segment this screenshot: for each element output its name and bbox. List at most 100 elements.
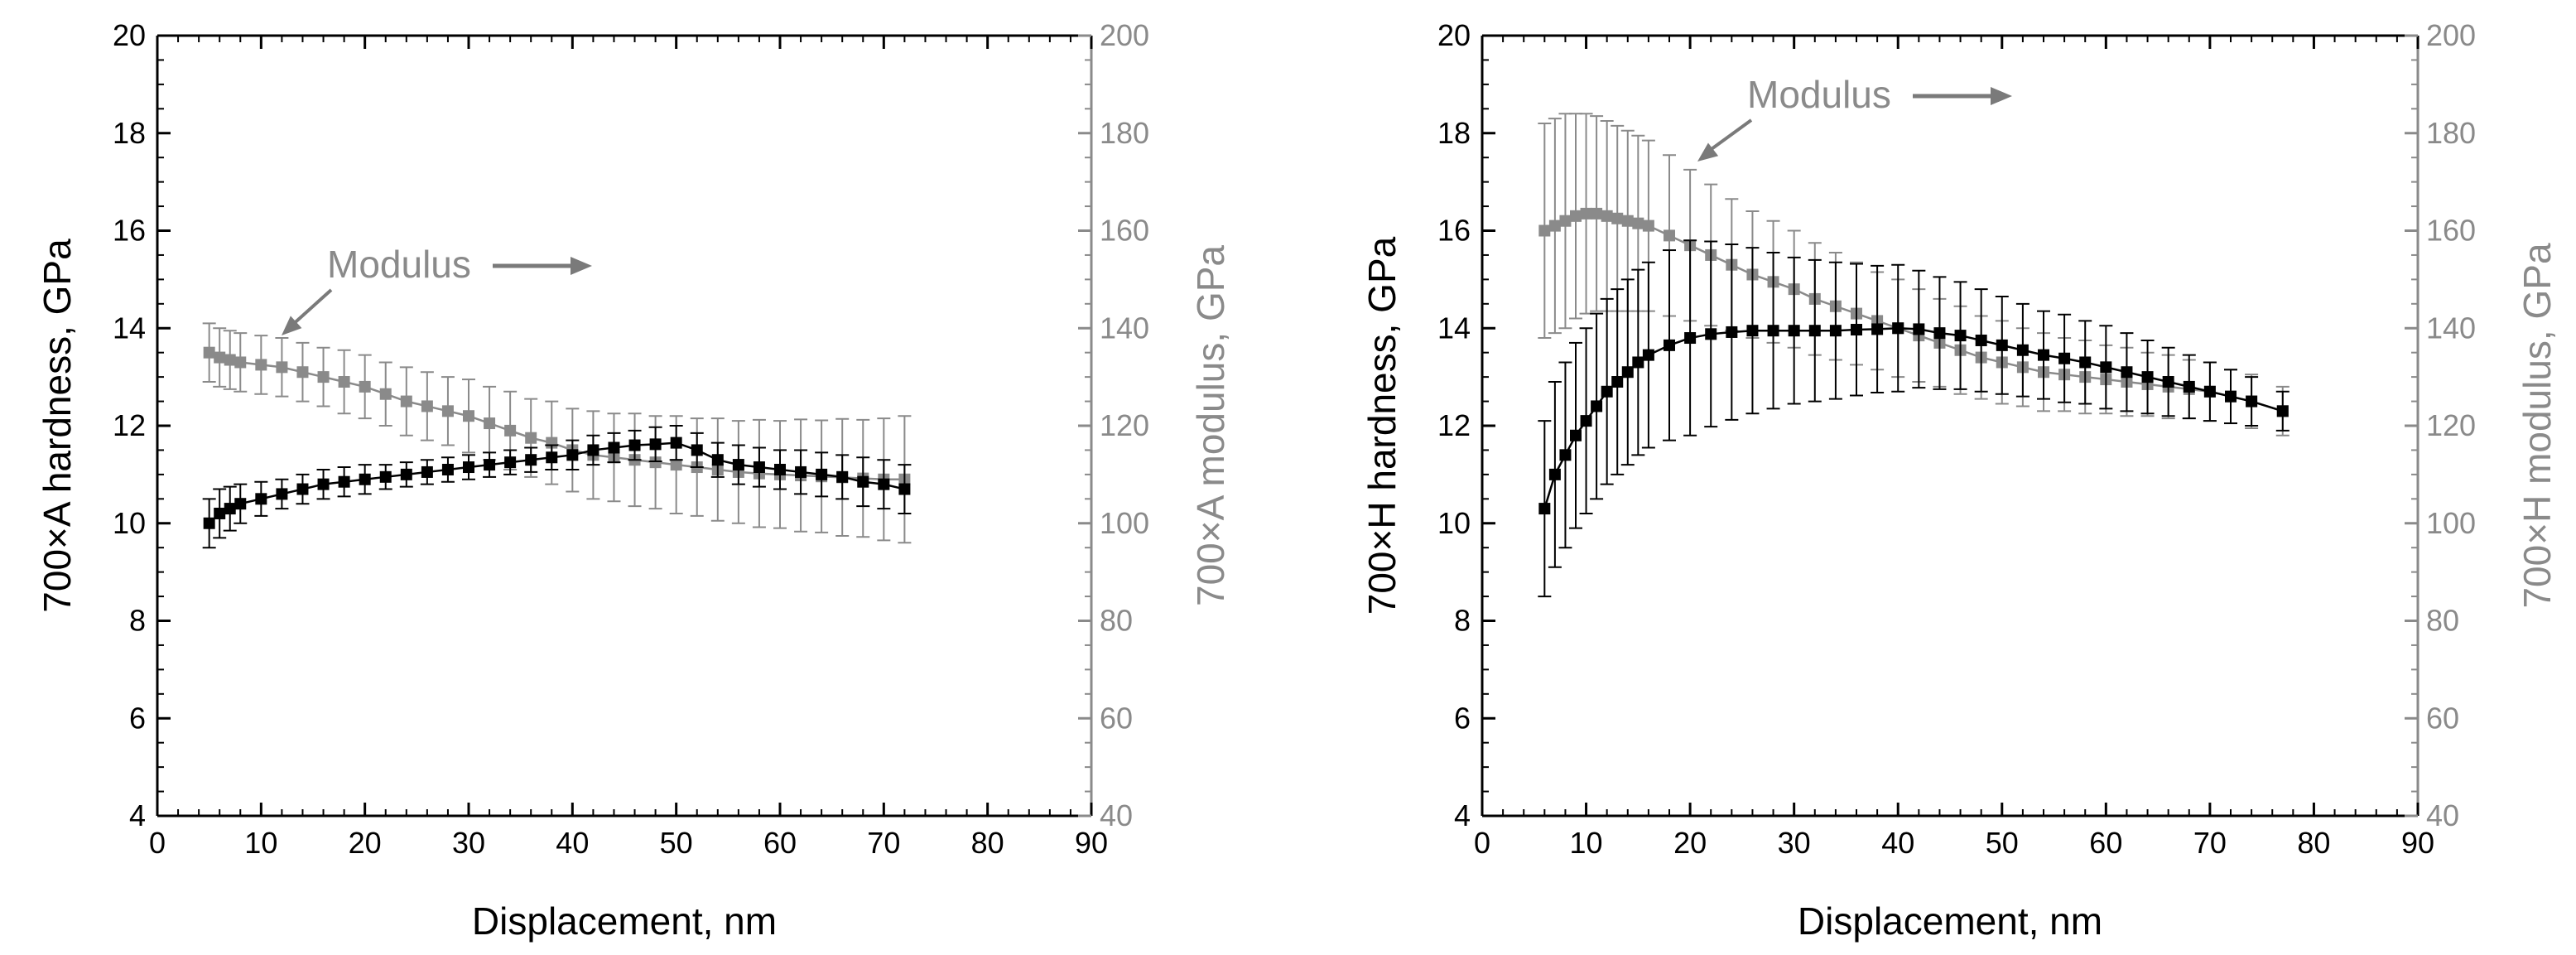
- hardness-point: [795, 465, 807, 478]
- hardness-series: [202, 425, 912, 549]
- hardness-point: [1767, 325, 1779, 337]
- y2-tick-label: 100: [1100, 506, 1149, 540]
- hardness-point: [2225, 390, 2237, 403]
- x-tick-label: 10: [244, 826, 277, 860]
- hardness-point: [255, 493, 267, 505]
- y2-tick-label: 160: [1100, 214, 1149, 248]
- y2-tick-label: 200: [2426, 18, 2476, 52]
- hardness-point: [857, 475, 869, 488]
- y2-tick-label: 180: [1100, 116, 1149, 150]
- y-tick-label: 18: [113, 116, 146, 150]
- hardness-point: [224, 503, 236, 515]
- modulus-point: [525, 432, 537, 444]
- y2-tick-label: 60: [1100, 701, 1133, 735]
- y2-axis-title: 700×H modulus, GPa: [2516, 243, 2559, 609]
- x-tick-label: 0: [149, 826, 166, 860]
- arrow-diagonal-head-icon: [1697, 142, 1719, 162]
- hardness-point: [2100, 361, 2112, 374]
- arrow-diagonal-icon: [1704, 118, 1753, 155]
- modulus-point: [338, 376, 350, 388]
- hardness-point: [753, 461, 765, 474]
- hardness-point: [1954, 330, 1967, 342]
- arrow-right-head-icon: [1991, 87, 2012, 105]
- x-tick-label: 10: [1570, 826, 1603, 860]
- y2-tick-label: 80: [2426, 604, 2459, 638]
- hardness-point: [338, 475, 350, 488]
- modulus-point: [234, 356, 247, 369]
- hardness-point: [463, 461, 474, 474]
- hardness-series: [1538, 239, 2290, 598]
- y-tick-label: 10: [113, 506, 146, 540]
- hardness-point: [1591, 400, 1603, 412]
- hardness-point: [1705, 328, 1717, 340]
- hardness-point: [2038, 349, 2049, 361]
- y-axis-title: 700×H hardness, GPa: [1360, 236, 1404, 615]
- hardness-point: [1580, 415, 1592, 427]
- modulus-point: [224, 354, 236, 366]
- modulus-point: [1664, 229, 1675, 242]
- y-tick-label: 8: [1454, 604, 1471, 638]
- y2-tick-label: 40: [1100, 798, 1133, 832]
- hardness-point: [1632, 356, 1644, 369]
- arrow-diagonal-head-icon: [282, 316, 302, 335]
- arrow-diagonal-icon: [288, 288, 333, 329]
- modulus-point: [379, 388, 392, 400]
- x-tick-label: 50: [1986, 826, 2019, 860]
- modulus-point: [1559, 215, 1572, 227]
- hardness-point: [732, 459, 744, 471]
- hardness-point: [2058, 352, 2071, 364]
- x-tick-label: 90: [2401, 826, 2434, 860]
- hardness-point: [1871, 323, 1884, 335]
- hardness-point: [276, 488, 288, 500]
- hardness-point: [1829, 325, 1842, 337]
- hardness-point: [2183, 380, 2195, 393]
- y2-tick-label: 120: [2426, 408, 2476, 442]
- hardness-point: [359, 473, 371, 485]
- modulus-point: [1580, 207, 1592, 219]
- y2-tick-label: 160: [2426, 214, 2476, 248]
- y-tick-label: 18: [1437, 116, 1471, 150]
- hardness-point: [546, 451, 558, 464]
- hardness-point: [1664, 339, 1675, 351]
- modulus-point: [296, 366, 309, 379]
- hardness-point: [1913, 323, 1925, 335]
- modulus-point: [441, 405, 454, 417]
- hardness-point: [2203, 385, 2216, 398]
- modulus-point: [1611, 212, 1624, 224]
- hardness-point: [379, 470, 392, 483]
- x-tick-label: 50: [660, 826, 693, 860]
- y-tick-label: 10: [1437, 506, 1471, 540]
- hardness-point: [628, 439, 641, 451]
- hardness-point: [691, 444, 703, 456]
- hardness-point: [1570, 429, 1582, 441]
- hardness-point: [670, 437, 682, 449]
- hardness-point: [878, 478, 890, 490]
- hardness-point: [234, 498, 247, 510]
- y-tick-label: 20: [113, 18, 146, 52]
- hardness-point: [1726, 326, 1738, 338]
- hardness-point: [711, 454, 724, 466]
- hardness-point: [1788, 325, 1800, 337]
- modulus-point: [317, 371, 330, 383]
- hardness-point: [1684, 332, 1697, 345]
- x-tick-label: 80: [2297, 826, 2330, 860]
- modulus-point: [255, 359, 267, 371]
- y2-tick-label: 60: [2426, 701, 2459, 735]
- modulus-point: [1570, 210, 1582, 222]
- hardness-point: [1621, 366, 1634, 379]
- x-tick-label: 60: [2089, 826, 2122, 860]
- modulus-point: [276, 361, 288, 374]
- x-tick-label: 0: [1474, 826, 1490, 860]
- x-tick-label: 40: [1881, 826, 1914, 860]
- hardness-point: [1892, 322, 1904, 335]
- hardness-point: [1808, 325, 1821, 337]
- modulus-point: [400, 395, 412, 408]
- hardness-point: [836, 470, 849, 483]
- y-tick-label: 6: [129, 701, 146, 735]
- hardness-point: [2016, 344, 2029, 356]
- x-tick-label: 20: [1673, 826, 1707, 860]
- chart-panel-right: 0 10 20 30 40 50 60 70 80 90 4 6 8 10 12 14 16 18 20 40 60 80…: [1360, 18, 2559, 943]
- hardness-point: [214, 507, 226, 519]
- hardness-point: [1601, 385, 1613, 398]
- y2-tick-label: 140: [2426, 311, 2476, 345]
